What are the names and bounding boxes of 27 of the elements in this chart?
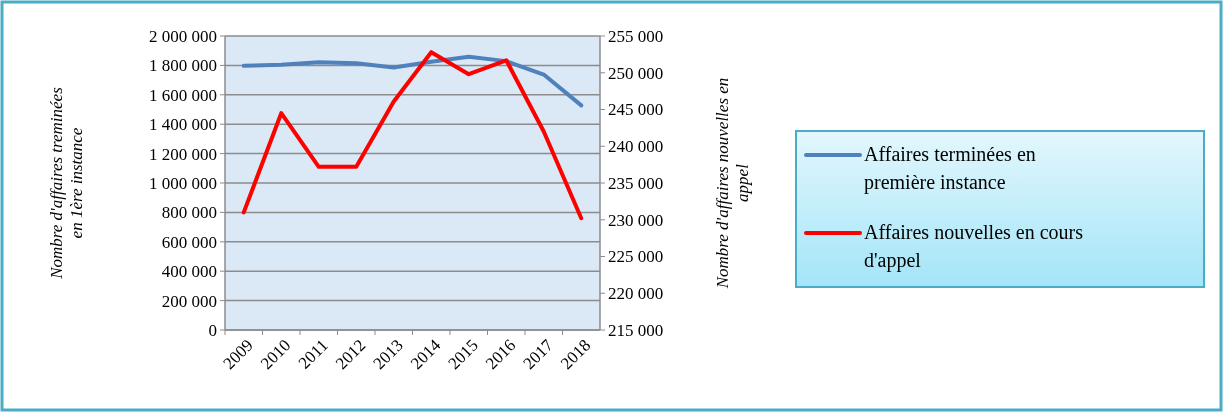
- y-tick-label: 2 000 000: [149, 26, 217, 46]
- y-tick-label: 800 000: [161, 203, 217, 223]
- legend-label: Affaires terminées en première instance: [864, 143, 1036, 194]
- y2-tick-label: 245 000: [608, 100, 664, 120]
- y-tick-label: 1 600 000: [149, 85, 217, 105]
- y-tick-label: 1 400 000: [149, 115, 217, 135]
- y-tick-label: 1 200 000: [149, 144, 217, 164]
- y2-tick-label: 225 000: [608, 247, 664, 267]
- y2-tick-label: 255 000: [608, 26, 664, 46]
- y2-tick-label: 235 000: [608, 173, 664, 193]
- y2-tick-label: 230 000: [608, 210, 664, 230]
- y2-tick-label: 215 000: [608, 320, 664, 340]
- y2-axis-title: Nombre d'affaires nouvelles en appel: [712, 77, 753, 290]
- line-series: [241, 54, 584, 108]
- y-axis-title: Nombre d'affaires treminées en 1ère instance: [46, 86, 87, 280]
- y-tick-label: 1 000 000: [149, 173, 217, 193]
- y-tick-label: 200 000: [161, 291, 217, 311]
- y2-tick-label: 220 000: [608, 284, 664, 304]
- y-tick-label: 1 800 000: [149, 56, 217, 76]
- y-tick-label: 600 000: [161, 232, 217, 252]
- y2-tick-label: 250 000: [608, 63, 664, 83]
- line-series: [241, 50, 584, 221]
- legend-label: Affaires nouvelles en cours d'appel: [864, 221, 1084, 272]
- x-tick-label: 2011: [294, 335, 332, 373]
- y-tick-label: 400 000: [161, 262, 217, 282]
- y-tick-label: 0: [208, 320, 217, 340]
- y2-tick-label: 240 000: [608, 137, 664, 157]
